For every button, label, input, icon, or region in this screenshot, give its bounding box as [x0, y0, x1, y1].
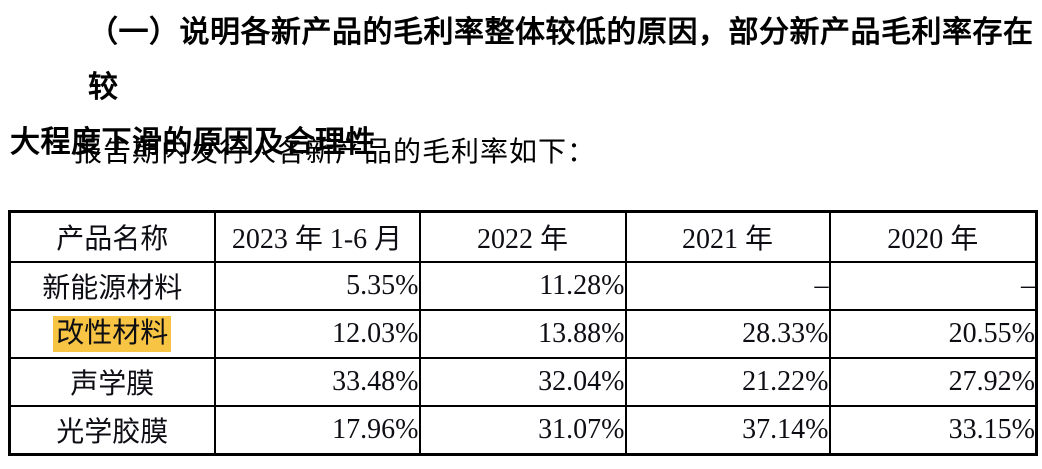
table-row-modified-materials: 改性材料 12.03% 13.88% 28.33% 20.55% [8, 309, 1038, 359]
value-cell: 21.22% [624, 357, 831, 407]
value-cell: 11.28% [418, 261, 627, 311]
value-cell: 33.15% [828, 405, 1038, 456]
value-cell: – [828, 261, 1038, 311]
column-header-product-name: 产品名称 [8, 210, 216, 263]
product-name-cell: 光学胶膜 [8, 405, 216, 456]
value-cell: 37.14% [624, 405, 831, 456]
value-cell: 33.48% [213, 357, 421, 407]
intro-paragraph: 报告期内发行人各新产品的毛利率如下： [74, 137, 597, 168]
table-header-row: 产品名称 2023 年 1-6 月 2022 年 2021 年 2020 年 [8, 210, 1038, 263]
value-cell: 12.03% [213, 309, 421, 359]
value-cell: 27.92% [828, 357, 1038, 407]
table-row-optical-adhesive-film: 光学胶膜 17.96% 31.07% 37.14% 33.15% [8, 405, 1038, 456]
value-cell: 20.55% [828, 309, 1038, 359]
column-header-2023h1: 2023 年 1-6 月 [213, 210, 421, 263]
value-cell: 13.88% [418, 309, 627, 359]
highlighted-product-name: 改性材料 [53, 316, 172, 352]
column-header-2020: 2020 年 [828, 210, 1038, 263]
column-header-2022: 2022 年 [418, 210, 627, 263]
value-cell: 31.07% [418, 405, 627, 456]
value-cell: 28.33% [624, 309, 831, 359]
section-heading-line-1: （一）说明各新产品的毛利率整体较低的原因，部分新产品毛利率存在较 [88, 16, 1034, 104]
section-heading: （一）说明各新产品的毛利率整体较低的原因，部分新产品毛利率存在较 大程度下滑的原… [10, 5, 1036, 170]
value-cell: – [624, 261, 831, 311]
column-header-2021: 2021 年 [624, 210, 831, 263]
value-cell: 5.35% [213, 261, 421, 311]
section-heading-line-2: 大程度下滑的原因及合理性 [10, 126, 376, 159]
product-name-cell: 新能源材料 [8, 261, 216, 311]
product-name-cell: 声学膜 [8, 357, 216, 407]
table-row-acoustic-film: 声学膜 33.48% 32.04% 21.22% 27.92% [8, 357, 1038, 407]
value-cell: 32.04% [418, 357, 627, 407]
product-name-cell: 改性材料 [8, 309, 216, 359]
value-cell: 17.96% [213, 405, 421, 456]
table-row-new-energy-materials: 新能源材料 5.35% 11.28% – – [8, 261, 1038, 311]
gross-margin-table: 产品名称 2023 年 1-6 月 2022 年 2021 年 2020 年 新… [8, 210, 1038, 456]
